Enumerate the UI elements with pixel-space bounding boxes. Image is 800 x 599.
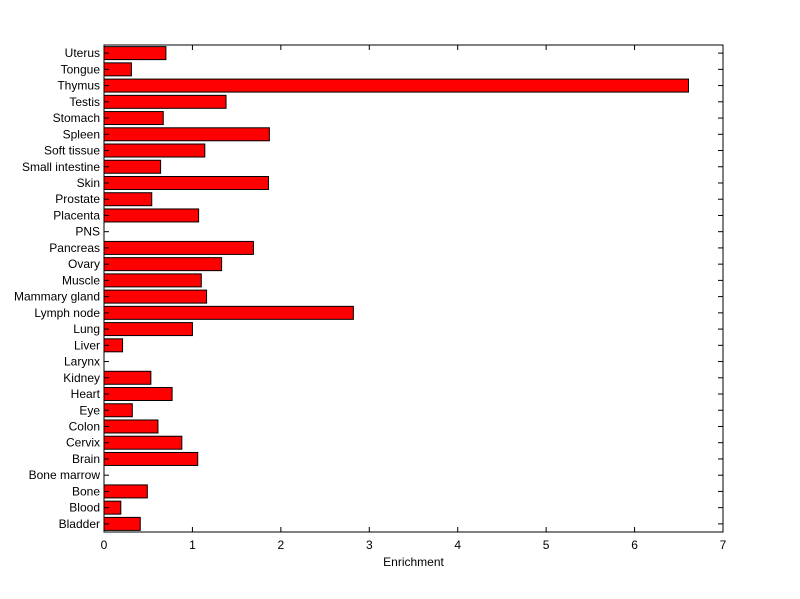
category-label-larynx: Larynx xyxy=(64,355,100,369)
category-label-stomach: Stomach xyxy=(53,111,100,125)
bar-small-intestine xyxy=(103,159,162,174)
bar-lymph-node xyxy=(103,305,354,320)
ticks-group xyxy=(103,45,724,532)
category-label-skin: Skin xyxy=(77,176,100,190)
bar-muscle xyxy=(103,273,202,288)
category-label-blood: Blood xyxy=(69,501,100,515)
bar-bladder xyxy=(103,516,141,531)
category-label-brain: Brain xyxy=(72,452,100,466)
category-label-liver: Liver xyxy=(74,338,100,352)
x-tick-label-5: 5 xyxy=(543,538,550,552)
x-axis-label: Enrichment xyxy=(383,555,444,569)
x-tick-label-6: 6 xyxy=(631,538,638,552)
bar-brain xyxy=(103,451,199,466)
category-label-bone: Bone xyxy=(72,484,100,498)
bar-kidney xyxy=(103,370,152,385)
category-label-testis: Testis xyxy=(69,95,100,109)
x-tick-label-4: 4 xyxy=(454,538,461,552)
category-label-small-intestine: Small intestine xyxy=(22,160,100,174)
bar-stomach xyxy=(103,111,164,126)
category-label-uterus: Uterus xyxy=(65,46,100,60)
bar-colon xyxy=(103,419,159,434)
bars-group xyxy=(103,46,690,531)
bar-lung xyxy=(103,322,193,337)
category-label-placenta: Placenta xyxy=(53,208,100,222)
bar-cervix xyxy=(103,435,183,450)
x-tick-label-2: 2 xyxy=(278,538,285,552)
bar-heart xyxy=(103,387,173,402)
category-label-muscle: Muscle xyxy=(62,273,100,287)
x-tick-label-3: 3 xyxy=(366,538,373,552)
category-label-pancreas: Pancreas xyxy=(49,241,100,255)
category-label-eye: Eye xyxy=(79,403,100,417)
bar-testis xyxy=(103,94,227,109)
category-label-ovary: Ovary xyxy=(68,257,100,271)
bar-uterus xyxy=(103,46,167,61)
category-label-cervix: Cervix xyxy=(66,436,100,450)
bar-soft-tissue xyxy=(103,143,206,158)
bar-placenta xyxy=(103,208,200,223)
x-tick-label-1: 1 xyxy=(189,538,196,552)
bar-pancreas xyxy=(103,240,254,255)
category-label-mammary-gland: Mammary gland xyxy=(14,290,100,304)
bar-mammary-gland xyxy=(103,289,208,304)
category-label-thymus: Thymus xyxy=(57,79,100,93)
category-label-prostate: Prostate xyxy=(55,192,100,206)
category-label-bladder: Bladder xyxy=(59,517,100,531)
category-label-lung: Lung xyxy=(73,322,100,336)
labels-group: Uterus Tongue Thymus Testis Stomach Spleen Sof… xyxy=(14,46,727,552)
bar-skin xyxy=(103,175,269,190)
x-tick-label-0: 0 xyxy=(101,538,108,552)
bar-ovary xyxy=(103,257,223,272)
bar-bone xyxy=(103,484,148,499)
category-label-kidney: Kidney xyxy=(63,371,100,385)
category-label-colon: Colon xyxy=(69,419,100,433)
axes-frame xyxy=(103,44,724,533)
category-label-pns: PNS xyxy=(75,225,100,239)
category-label-spleen: Spleen xyxy=(63,127,100,141)
category-label-bone-marrow: Bone marrow xyxy=(29,468,101,482)
category-label-soft-tissue: Soft tissue xyxy=(44,144,100,158)
category-label-heart: Heart xyxy=(71,387,101,401)
bar-spleen xyxy=(103,127,270,142)
category-label-tongue: Tongue xyxy=(61,62,101,76)
bar-prostate xyxy=(103,192,153,207)
bar-thymus xyxy=(103,78,690,93)
x-tick-label-7: 7 xyxy=(720,538,727,552)
category-label-lymph-node: Lymph node xyxy=(34,306,100,320)
